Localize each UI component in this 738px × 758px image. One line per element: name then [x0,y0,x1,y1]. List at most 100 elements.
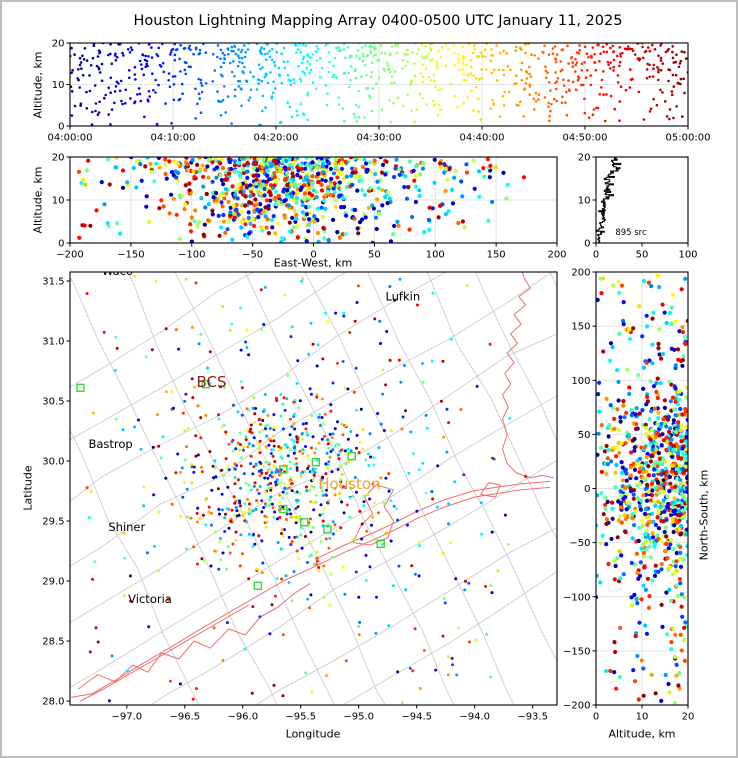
county-border [475,272,557,443]
tick-label: 30.5 [42,397,64,408]
tick-label: 100 [678,250,697,261]
tick-label: −94.0 [459,712,490,723]
east-west-points [76,157,527,243]
tick-label: 10 [578,196,591,207]
tick-label: 04:30:00 [357,133,402,144]
tick-label: 0 [593,712,599,723]
tick-label: 50 [578,430,591,441]
lma-station-marker [76,383,85,393]
coast-state-border [77,582,311,690]
county-border [150,459,557,705]
tick-label: −97.0 [111,712,142,723]
county-border [70,395,557,688]
city-label-waco: Waco [102,264,133,278]
city-label-bastrop: Bastrop [88,437,132,451]
tick-label: 100 [426,250,445,261]
tick-label: 28.0 [42,697,64,708]
tick-label: −150 [563,646,590,657]
north-south-ylabel: North-South, km [697,469,711,561]
county-border [70,333,557,624]
tick-label: 04:40:00 [460,133,505,144]
tick-label: 20 [52,39,65,50]
north-south-xlabel: Altitude, km [608,727,676,741]
tick-label: 10 [52,80,65,91]
time-height-ylabel: Altitude, km [31,51,45,119]
tick-label: 04:10:00 [151,133,196,144]
coast-state-border [314,480,551,560]
tick-label: 100 [571,376,590,387]
map-frame [69,271,558,706]
lma-station-marker [253,581,263,591]
tick-label: 04:20:00 [254,133,299,144]
lma-station-marker [376,539,385,549]
tick-label: −150 [117,250,144,261]
tick-label: −96.5 [169,712,200,723]
city-label-houston: Houston [318,475,380,493]
coast-state-border [502,272,554,479]
tick-label: −50 [242,250,263,261]
city-label-bcs: BCS [196,373,226,391]
map-points [85,274,528,705]
tick-label: −50 [569,538,590,549]
tick-label: 30.0 [42,457,64,468]
tick-label: 04:00:00 [48,133,93,144]
tick-label: 31.5 [42,277,64,288]
north-south-points [596,273,688,705]
lma-station-marker [311,458,321,467]
altitude-histogram-trace [596,157,622,243]
tick-label: −96.0 [227,712,258,723]
lma-station-marker [201,380,210,389]
county-border [174,272,386,705]
tick-label: 0 [58,122,64,133]
east-west-ylabel: Altitude, km [31,166,45,234]
histogram-line [596,157,622,243]
tick-label: 200 [547,250,566,261]
source-count-annotation: 895 src [615,228,647,238]
tick-label: 10 [636,712,649,723]
tick-label: 20 [52,153,65,164]
tick-label: −93.5 [517,712,548,723]
tick-label: 150 [487,250,506,261]
county-border [304,272,515,705]
tick-label: 0 [310,250,316,261]
county-border [70,276,278,705]
map-xlabel: Longitude [285,727,341,741]
city-label-victoria: Victoria [128,592,172,606]
tick-label: 50 [368,250,381,261]
tick-label: −95.5 [285,712,316,723]
tick-label: 0 [58,239,64,250]
tick-label: 04:50:00 [563,133,608,144]
tick-label: −95.0 [343,712,374,723]
tick-label: −100 [563,592,590,603]
tick-label: 20 [578,153,591,164]
county-border [341,571,557,705]
county-border [127,272,335,705]
axes: 04:00:00 04:10:00 04:20:00 04:30:00 04:40:00… [42,39,710,723]
tick-label: 29.5 [42,517,64,528]
county-border [70,272,256,388]
county-border [367,272,557,662]
tick-label: 50 [636,250,649,261]
figure-title: Houston Lightning Mapping Array 0400-050… [133,13,623,29]
tick-label: −94.5 [401,712,432,723]
lma-station-marker [323,525,332,534]
tick-label: 28.5 [42,637,64,648]
lma-station-marker [347,452,356,461]
county-border [70,429,200,705]
tick-label: 10 [52,196,65,207]
map-overlays: Waco Lufkin BCS Bastrop Shiner Victoria Housto… [76,264,420,606]
county-border [70,272,447,503]
city-label-lufkin: Lufkin [385,290,420,304]
tick-label: 0 [593,250,599,261]
county-border [255,527,557,705]
coast-state-border [80,604,249,702]
time-height-points [70,43,688,126]
tick-label: 29.0 [42,577,64,588]
tick-label: −200 [563,701,590,712]
lma-station-marker [279,504,288,514]
lma-station-marker [279,465,288,474]
coast-state-border [71,486,551,698]
